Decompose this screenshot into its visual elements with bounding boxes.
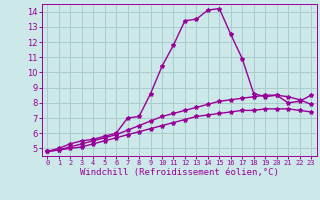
X-axis label: Windchill (Refroidissement éolien,°C): Windchill (Refroidissement éolien,°C) bbox=[80, 168, 279, 177]
